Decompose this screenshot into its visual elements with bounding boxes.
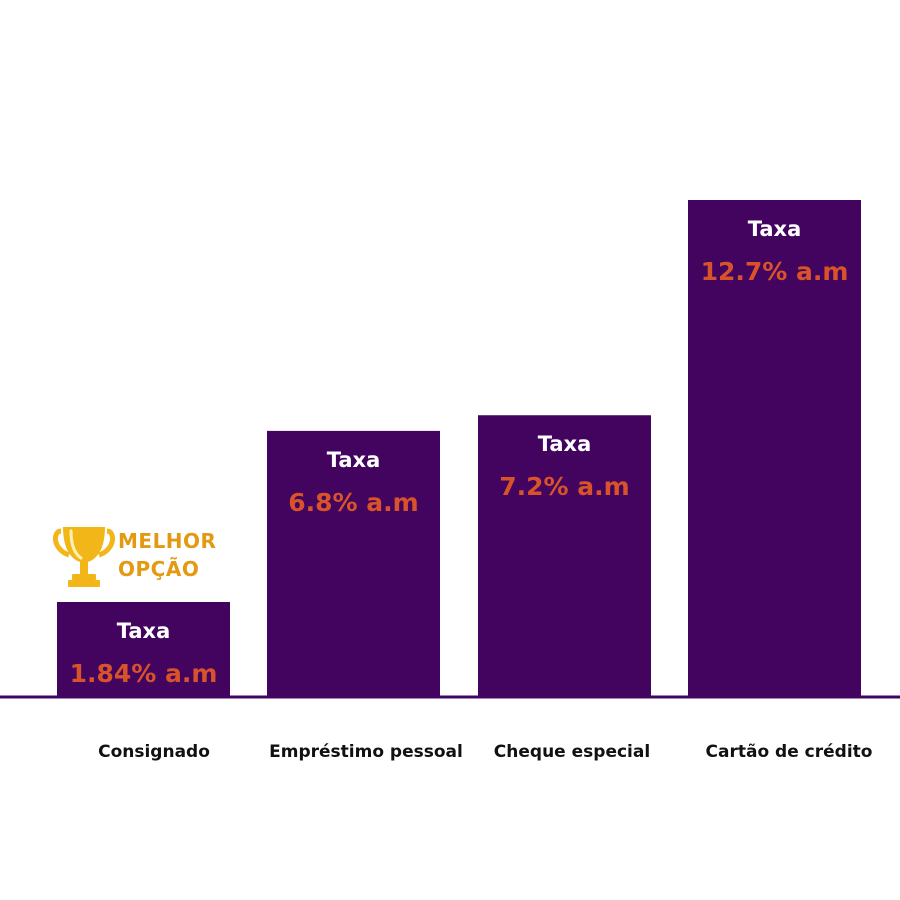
category-label-4: Cartão de crédito	[706, 742, 873, 762]
category-label-1: Consignado	[98, 742, 210, 762]
category-label-2: Empréstimo pessoal	[269, 742, 463, 762]
bar-1	[57, 602, 230, 697]
bar-text-layer: Taxa 1.84% a.m Taxa 6.8% a.m Taxa 7.2% a.m Tax…	[70, 217, 849, 688]
category-labels: Consignado Empréstimo pessoal Cheque espec…	[98, 742, 872, 762]
bar-value-label-1: 1.84% a.m	[70, 659, 218, 688]
bar-value-label-4: 12.7% a.m	[701, 257, 849, 286]
bar-value-label-3: 7.2% a.m	[499, 472, 629, 501]
best-option-badge: MELHOR OPÇÃO	[53, 527, 216, 587]
bar-title-1: Taxa	[117, 619, 171, 643]
badge-text-line2: OPÇÃO	[118, 557, 199, 581]
bar-title-2: Taxa	[327, 448, 381, 472]
trophy-icon	[53, 527, 115, 587]
bars-layer	[57, 200, 861, 697]
category-label-3: Cheque especial	[494, 742, 650, 762]
bar-4	[688, 200, 861, 697]
bar-value-label-2: 6.8% a.m	[288, 488, 418, 517]
bar-2	[267, 430, 440, 697]
bar-title-3: Taxa	[538, 432, 592, 456]
badge-text-line1: MELHOR	[118, 529, 216, 553]
bar-3	[478, 415, 651, 697]
bar-title-4: Taxa	[748, 217, 802, 241]
